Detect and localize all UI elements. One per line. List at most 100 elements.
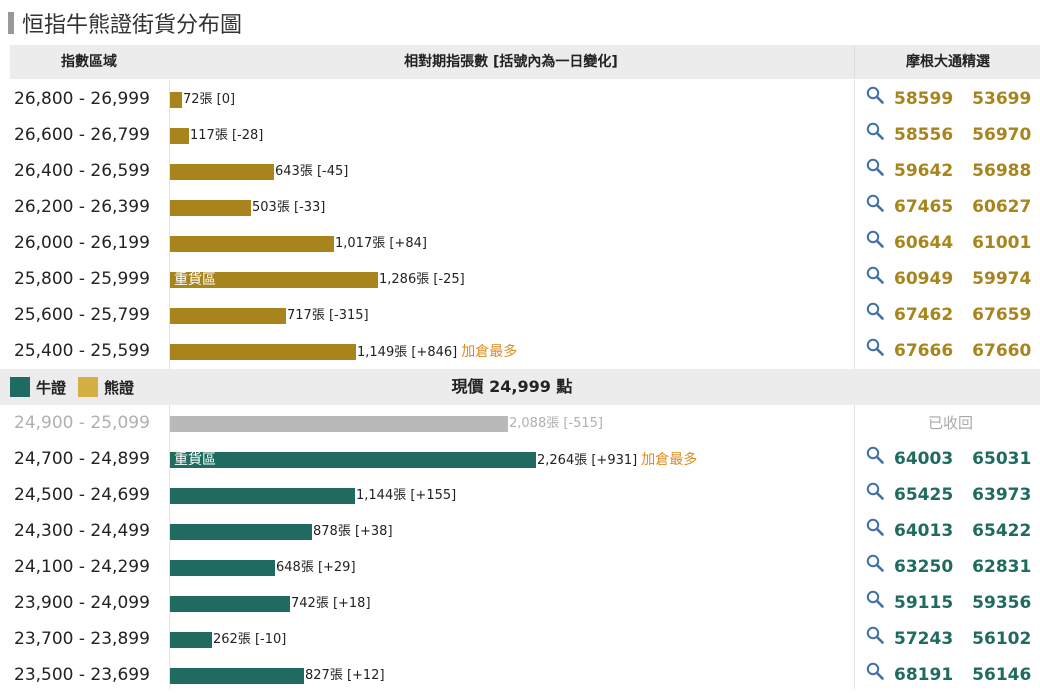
contract-count: 2,088張 [-515]: [509, 414, 603, 434]
bear-bar: 重貨區: [170, 272, 378, 288]
warrant-code-link[interactable]: 65422: [972, 521, 1032, 541]
search-icon[interactable]: [866, 662, 884, 680]
warrant-code-link[interactable]: 68191: [894, 665, 954, 685]
search-icon[interactable]: [866, 446, 884, 464]
search-icon[interactable]: [866, 266, 884, 284]
warrant-code-link[interactable]: 53699: [972, 89, 1032, 109]
warrant-code-link[interactable]: 63973: [972, 485, 1032, 505]
recalled-status: 已收回: [928, 414, 974, 432]
warrant-code-link[interactable]: 58599: [894, 89, 954, 109]
warrant-code-link[interactable]: 56102: [972, 629, 1032, 649]
legend-bull-label: 牛證: [36, 378, 67, 397]
bull-row: 24,300 - 24,499 878張 [+38] 64013 65422: [0, 513, 1040, 549]
search-icon[interactable]: [866, 518, 884, 536]
search-icon[interactable]: [866, 302, 884, 320]
page-title: 恒指牛熊證街貨分布圖: [22, 13, 243, 38]
bear-row: 26,000 - 26,199 1,017張 [+84] 60644 61001: [0, 225, 1040, 261]
current-price: 現價 24,999 點: [451, 377, 573, 396]
warrant-code-link[interactable]: 59642: [894, 161, 954, 181]
warrant-code-link[interactable]: 60949: [894, 269, 954, 289]
warrant-code-link[interactable]: 65425: [894, 485, 954, 505]
warrant-code-link[interactable]: 67666: [894, 341, 954, 361]
search-icon[interactable]: [866, 554, 884, 572]
range-label: 23,700 - 23,899: [14, 629, 150, 649]
jpm-pick: 65425 63973: [866, 477, 1040, 513]
jpm-pick: 59115 59356: [866, 585, 1040, 621]
range-label: 26,600 - 26,799: [14, 125, 150, 145]
warrant-code-link[interactable]: 63250: [894, 557, 954, 577]
range-label: 24,900 - 25,099: [14, 413, 150, 433]
count-text: 742張 [+18]: [291, 596, 371, 611]
search-icon[interactable]: [866, 86, 884, 104]
warrant-code-link[interactable]: 59356: [972, 593, 1032, 613]
count-text: 1,017張 [+84]: [335, 236, 427, 251]
range-label: 24,300 - 24,499: [14, 521, 150, 541]
search-icon[interactable]: [866, 194, 884, 212]
range-label: 26,400 - 26,599: [14, 161, 150, 181]
contract-count: 1,149張 [+846] 加倉最多: [357, 342, 517, 363]
page-title-bar: 恒指牛熊證街貨分布圖: [8, 8, 242, 38]
range-label: 26,800 - 26,999: [14, 89, 150, 109]
warrant-code-link[interactable]: 58556: [894, 125, 954, 145]
warrant-code-link[interactable]: 64003: [894, 449, 954, 469]
contract-count: 717張 [-315]: [287, 306, 369, 326]
header-pick: 摩根大通精選: [854, 45, 1040, 79]
warrant-code-link[interactable]: 67660: [972, 341, 1032, 361]
contract-count: 1,286張 [-25]: [379, 270, 465, 290]
warrant-code-link[interactable]: 64013: [894, 521, 954, 541]
search-icon[interactable]: [866, 626, 884, 644]
bear-row: 26,800 - 26,999 72張 [0] 58599 53699: [0, 81, 1040, 117]
count-text: 1,149張 [+846]: [357, 345, 458, 360]
bull-bar: [170, 668, 304, 684]
search-icon[interactable]: [866, 482, 884, 500]
bear-bar: [170, 236, 334, 252]
count-text: 1,286張 [-25]: [379, 272, 465, 287]
bull-bar: [170, 596, 290, 612]
warrant-code-link[interactable]: 61001: [972, 233, 1032, 253]
search-icon[interactable]: [866, 230, 884, 248]
warrant-code-link[interactable]: 57243: [894, 629, 954, 649]
count-text: 827張 [+12]: [305, 668, 385, 683]
jpm-pick: 57243 56102: [866, 621, 1040, 657]
range-label: 24,700 - 24,899: [14, 449, 150, 469]
jpm-pick: 63250 62831: [866, 549, 1040, 585]
contract-count: 648張 [+29]: [276, 558, 356, 578]
current-price-bar: 牛證 熊證 現價 24,999 點: [0, 369, 1040, 405]
warrant-code-link[interactable]: 67659: [972, 305, 1032, 325]
warrant-code-link[interactable]: 62831: [972, 557, 1032, 577]
warrant-code-link[interactable]: 67462: [894, 305, 954, 325]
range-label: 26,000 - 26,199: [14, 233, 150, 253]
bear-row: 25,800 - 25,999 重貨區 1,286張 [-25] 60949 59974: [0, 261, 1040, 297]
range-label: 25,800 - 25,999: [14, 269, 150, 289]
bear-row: 26,400 - 26,599 643張 [-45] 59642 56988: [0, 153, 1040, 189]
bear-swatch: [78, 377, 99, 397]
warrant-code-link[interactable]: 60627: [972, 197, 1032, 217]
range-label: 23,900 - 24,099: [14, 593, 150, 613]
contract-count: 503張 [-33]: [252, 198, 325, 218]
warrant-code-link[interactable]: 67465: [894, 197, 954, 217]
bear-bar: [170, 344, 356, 360]
header-description: 相對期指張數 [括號內為一日變化]: [404, 54, 618, 70]
bull-row: 23,500 - 23,699 827張 [+12] 68191 56146: [0, 657, 1040, 693]
warrant-code-link[interactable]: 59115: [894, 593, 954, 613]
bull-bar: [170, 560, 275, 576]
bear-bar: [170, 200, 251, 216]
search-icon[interactable]: [866, 338, 884, 356]
jpm-pick: 64003 65031: [866, 441, 1040, 477]
warrant-code-link[interactable]: 56146: [972, 665, 1032, 685]
warrant-code-link[interactable]: 65031: [972, 449, 1032, 469]
heavy-zone-tag: 重貨區: [174, 452, 216, 468]
search-icon[interactable]: [866, 122, 884, 140]
search-icon[interactable]: [866, 590, 884, 608]
count-text: 2,264張 [+931]: [537, 453, 638, 468]
warrant-code-link[interactable]: 56988: [972, 161, 1032, 181]
jpm-pick: 60644 61001: [866, 225, 1040, 261]
jpm-pick: 59642 56988: [866, 153, 1040, 189]
warrant-code-link[interactable]: 60644: [894, 233, 954, 253]
bear-bar: [170, 164, 274, 180]
bull-bar: [170, 632, 212, 648]
warrant-code-link[interactable]: 56970: [972, 125, 1032, 145]
bear-row: 26,200 - 26,399 503張 [-33] 67465 60627: [0, 189, 1040, 225]
search-icon[interactable]: [866, 158, 884, 176]
warrant-code-link[interactable]: 59974: [972, 269, 1032, 289]
